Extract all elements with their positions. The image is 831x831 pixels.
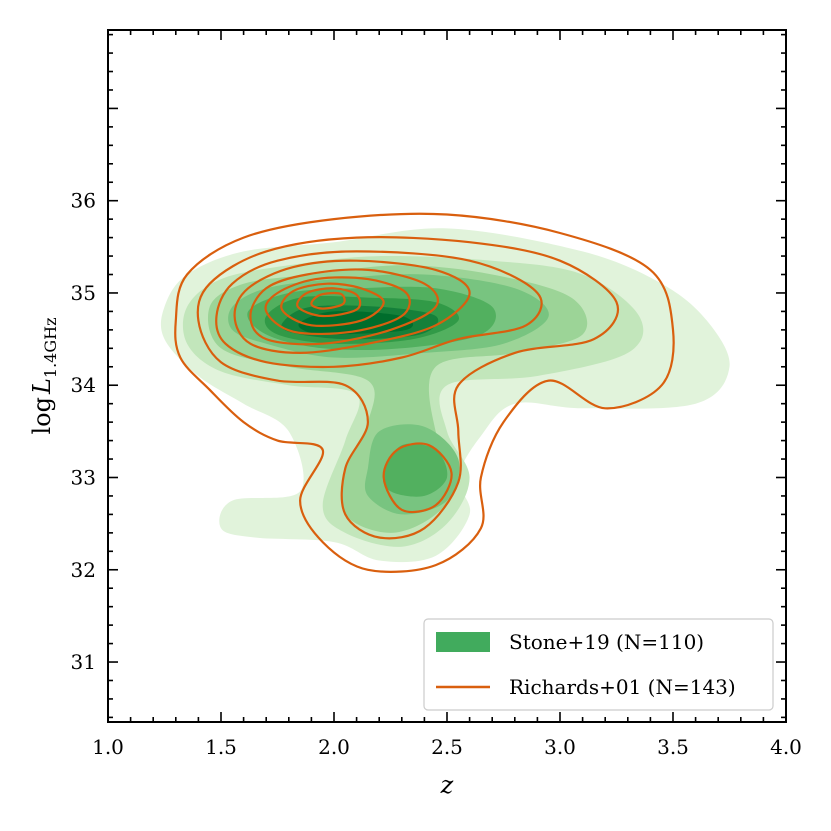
y-tick-label: 36	[71, 189, 96, 213]
richards-contour-level-4	[249, 268, 440, 346]
svg-text:logL1.4GHz: log L1.4GHz	[28, 317, 60, 434]
x-tick-label: 2.5	[431, 735, 463, 759]
richards-contour-level-6	[280, 282, 385, 327]
plot-frame	[107, 29, 787, 723]
legend-label-richards: Richards+01 (N=143)	[509, 675, 736, 699]
y-tick-label: 32	[71, 558, 96, 582]
y-tick-label: 31	[71, 650, 96, 674]
y-tick-labels: 31 32 33 34 35 36	[71, 189, 96, 674]
stone-contour-level-6	[383, 443, 448, 497]
x-tick-labels: 1.0 1.5 2.0 2.5 3.0 3.5 4.0	[92, 735, 802, 759]
richards-contour-level-3	[233, 259, 471, 355]
x-tick-label: 3.5	[657, 735, 689, 759]
richards-contour-level-5	[264, 276, 411, 336]
x-axis-label: z	[440, 771, 454, 799]
y-tick-label: 34	[71, 373, 96, 397]
legend: Stone+19 (N=110) Richards+01 (N=143)	[423, 618, 774, 711]
x-tick-label: 1.5	[205, 735, 237, 759]
stone-filled-contours	[160, 228, 730, 563]
y-axis-label: log L1.4GHz	[28, 317, 60, 434]
y-axis-label-subscript: 1.4GHz	[41, 317, 60, 378]
legend-label-stone: Stone+19 (N=110)	[509, 630, 704, 654]
x-tick-label: 3.0	[544, 735, 576, 759]
y-axis-label-prefix: log	[28, 397, 56, 435]
y-tick-label: 33	[71, 465, 96, 489]
richards-contour-level-9	[382, 442, 453, 514]
x-tick-label: 1.0	[92, 735, 124, 759]
richards-line-contours	[174, 212, 675, 573]
x-tick-label: 2.0	[318, 735, 350, 759]
legend-swatch-stone	[436, 632, 490, 652]
richards-contour-level-2	[215, 250, 543, 369]
y-axis-label-main: L	[28, 378, 56, 395]
legend-box	[423, 618, 774, 711]
y-tick-label: 35	[71, 281, 96, 305]
richards-contour-level-0	[174, 212, 675, 573]
richards-contour-level-8	[310, 291, 346, 310]
richards-contour-level-1	[196, 236, 619, 540]
richards-contour-level-7	[296, 287, 362, 318]
x-tick-label: 4.0	[770, 735, 802, 759]
